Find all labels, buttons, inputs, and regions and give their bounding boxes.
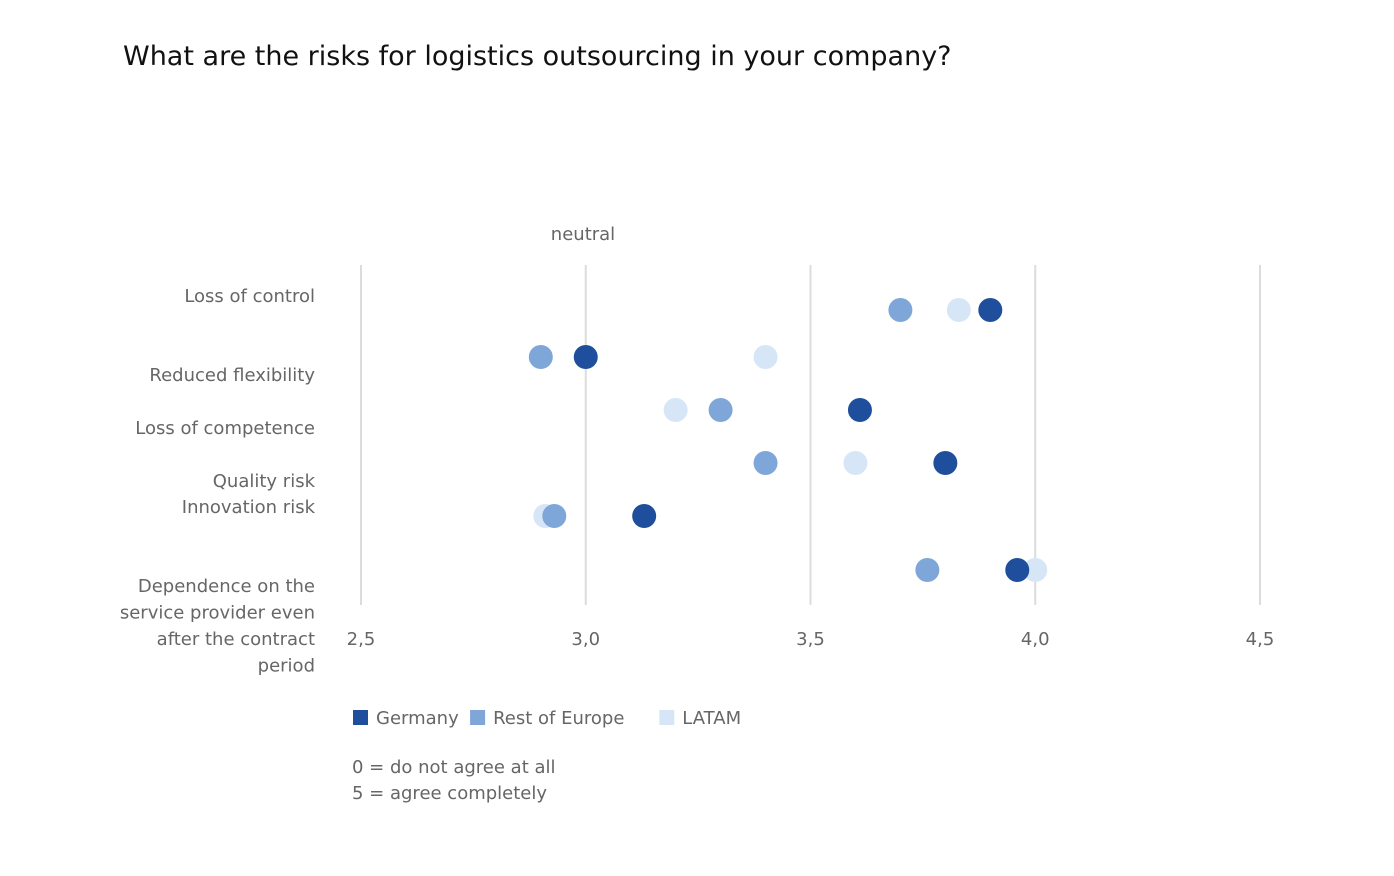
category-label-line: service provider even bbox=[120, 603, 315, 624]
gridlines bbox=[360, 265, 1261, 605]
legend-swatch bbox=[353, 710, 368, 725]
point-germany bbox=[632, 504, 657, 528]
legend-label: LATAM bbox=[682, 708, 741, 729]
x-tick-label: 3,0 bbox=[571, 629, 600, 650]
legend-item-germany: Germany bbox=[353, 708, 459, 729]
point-germany bbox=[1005, 558, 1030, 582]
neutral-annotation: neutral bbox=[551, 224, 615, 245]
point-latam bbox=[663, 398, 688, 422]
point-rest-of-europe bbox=[915, 558, 940, 582]
x-tick-label: 2,5 bbox=[347, 629, 376, 650]
legend-label: Germany bbox=[376, 708, 459, 729]
point-latam bbox=[946, 298, 971, 322]
category-label-line: Reduced flexibility bbox=[149, 365, 315, 386]
category-label-line: after the contract bbox=[157, 629, 315, 650]
category-label: Quality risk bbox=[213, 471, 316, 492]
x-axis-tick-labels: 2,5 3,0 3,5 4,0 4,5 bbox=[347, 629, 1275, 650]
scale-note: 5 = agree completely bbox=[352, 783, 547, 804]
category-label: Innovation risk bbox=[182, 497, 316, 518]
point-germany bbox=[978, 298, 1003, 322]
point-rest-of-europe bbox=[753, 451, 778, 475]
category-label-line: Loss of competence bbox=[135, 418, 315, 439]
category-label: Loss of competence bbox=[135, 418, 315, 439]
point-rest-of-europe bbox=[528, 345, 553, 369]
point-latam bbox=[1023, 558, 1048, 582]
category-label-line: Loss of control bbox=[184, 286, 315, 307]
point-germany bbox=[933, 451, 958, 475]
legend-item-rest-of-europe: Rest of Europe bbox=[470, 708, 624, 729]
legend-label: Rest of Europe bbox=[493, 708, 624, 729]
x-tick-label: 4,5 bbox=[1246, 629, 1275, 650]
legend-item-latam: LATAM bbox=[659, 708, 741, 729]
category-label: Dependence on the service provider even af… bbox=[120, 576, 315, 677]
data-points bbox=[528, 298, 1048, 582]
point-latam bbox=[753, 345, 778, 369]
point-rest-of-europe bbox=[708, 398, 733, 422]
point-rest-of-europe bbox=[888, 298, 913, 322]
category-labels: Loss of control Reduced flexibility Loss o… bbox=[120, 286, 316, 677]
legend-swatch bbox=[470, 710, 486, 725]
x-tick-label: 3,5 bbox=[796, 629, 825, 650]
legend: Germany Rest of Europe LATAM bbox=[353, 708, 741, 729]
category-label: Reduced flexibility bbox=[149, 365, 315, 386]
x-tick-label: 4,0 bbox=[1021, 629, 1050, 650]
point-germany bbox=[847, 398, 872, 422]
legend-swatch bbox=[659, 710, 675, 725]
point-latam bbox=[843, 451, 868, 475]
point-rest-of-europe bbox=[542, 504, 567, 528]
category-label-line: Quality risk bbox=[213, 471, 316, 492]
category-label-line: Innovation risk bbox=[182, 497, 316, 518]
category-label: Loss of control bbox=[184, 286, 315, 307]
point-germany bbox=[573, 345, 598, 369]
category-label-line: Dependence on the bbox=[138, 576, 315, 597]
scale-notes: 0 = do not agree at all 5 = agree complet… bbox=[352, 757, 556, 804]
scale-note: 0 = do not agree at all bbox=[352, 757, 556, 778]
chart-title: What are the risks for logistics outsour… bbox=[123, 41, 952, 72]
category-label-line: period bbox=[258, 656, 315, 677]
